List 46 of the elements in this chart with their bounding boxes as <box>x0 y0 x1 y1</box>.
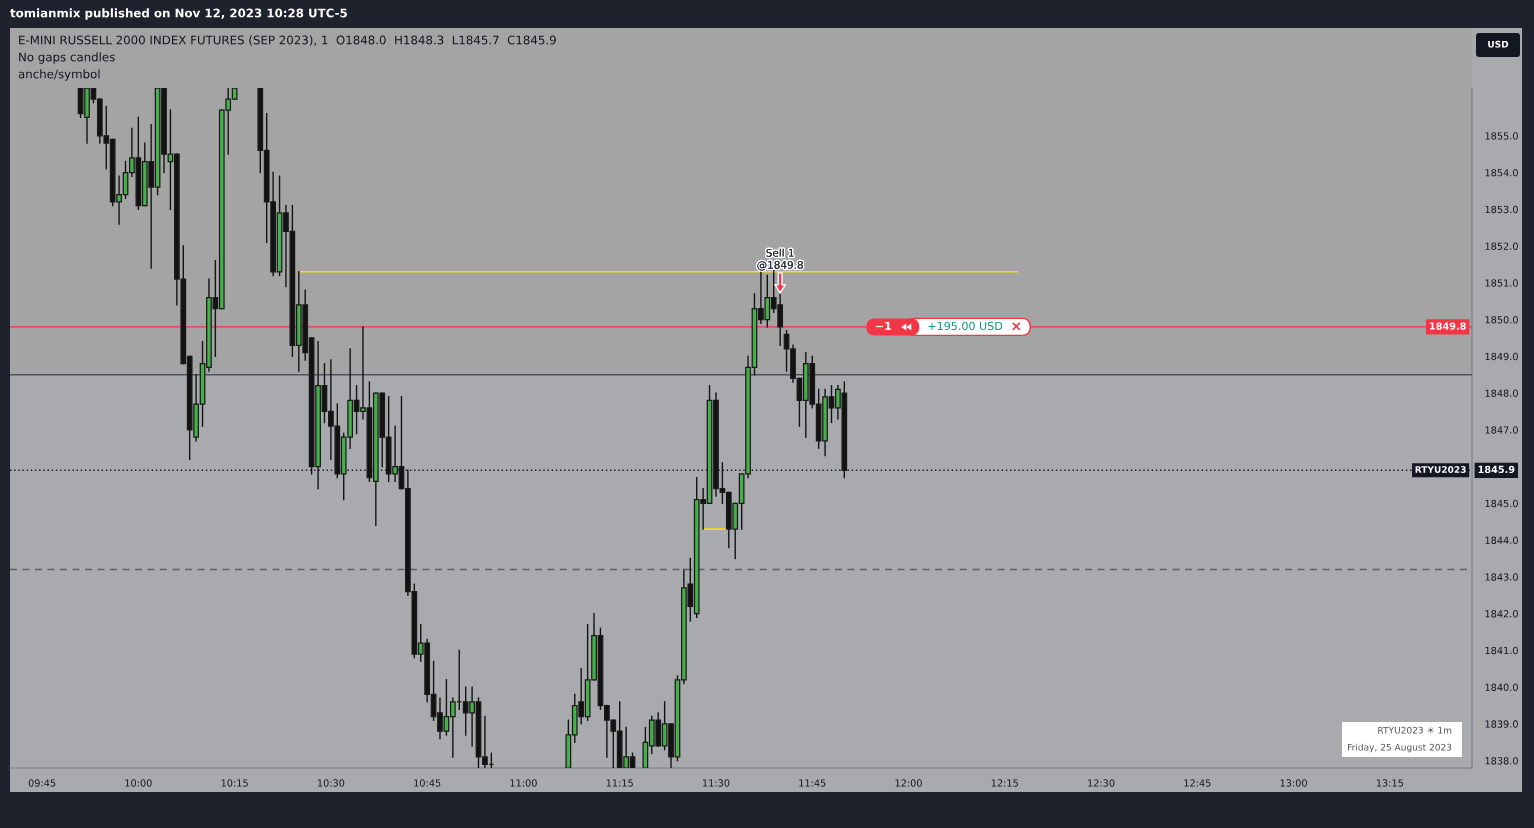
x-tick-label: 10:00 <box>125 779 152 787</box>
annotation: −1 <box>875 321 892 330</box>
x-tick-label: 11:00 <box>510 779 537 787</box>
annotation: × <box>1012 322 1021 331</box>
annotation: +195.00 USD <box>928 321 1003 331</box>
y-tick-label: 1852.0 <box>1485 242 1518 250</box>
annotation: Sell 1 @1849.8 <box>757 248 803 271</box>
text: No gaps candles <box>19 52 115 64</box>
y-tick-label: 1855.0 <box>1485 132 1518 140</box>
y-tick-label: 1848.0 <box>1485 389 1518 397</box>
x-tick-label: 12:45 <box>1184 779 1211 787</box>
y-tick-label: 1838.0 <box>1485 757 1518 765</box>
x-tick-label: 12:30 <box>1088 779 1115 787</box>
x-tick-label: 11:45 <box>799 779 826 787</box>
y-tick-label: 1844.0 <box>1485 536 1518 544</box>
y-tick-label: 1845.0 <box>1485 499 1518 508</box>
y-tick-label: 1850.0 <box>1485 316 1518 324</box>
x-tick-label: 09:45 <box>28 779 56 787</box>
text: USD <box>1488 40 1509 48</box>
y-tick-label: 1851.0 <box>1485 279 1518 287</box>
y-tick-label: 1839.0 <box>1485 720 1518 728</box>
ref-line-label: 1849.8 <box>1430 322 1466 330</box>
x-tick-label: 12:15 <box>991 779 1018 787</box>
annotation: Friday, 25 August 2023 <box>1347 743 1452 753</box>
x-tick-label: 13:15 <box>1376 779 1404 787</box>
text: tomianmix published on Nov 12, 2023 10:28 UTC-5 <box>10 8 347 20</box>
x-tick-label: 11:15 <box>606 779 633 787</box>
y-tick-label: 1847.0 <box>1485 426 1518 434</box>
annotation: RTYU2023 ☀ 1m <box>1378 726 1452 734</box>
x-tick-label: 12:00 <box>895 779 922 787</box>
x-tick-label: 10:15 <box>221 779 248 787</box>
annotation: RTYU2023 <box>1415 466 1466 473</box>
y-tick-label: 1842.0 <box>1485 610 1518 618</box>
y-tick-label: 1840.0 <box>1485 683 1518 691</box>
y-tick-label: 1849.0 <box>1485 352 1518 361</box>
y-tick-label: 1854.0 <box>1485 169 1518 177</box>
x-tick-label: 10:45 <box>414 779 441 787</box>
x-tick-label: 11:30 <box>703 779 730 787</box>
ref-line-label: 1845.9 <box>1478 465 1515 474</box>
x-tick-label: 10:30 <box>317 779 345 787</box>
y-tick-label: 1853.0 <box>1485 205 1518 214</box>
text: anche/symbol <box>18 69 100 81</box>
y-tick-label: 1843.0 <box>1485 573 1518 581</box>
y-tick-label: 1841.0 <box>1485 646 1518 655</box>
chart-title: E-MINI RUSSELL 2000 INDEX FUTURES (SEP 2023), 1 O1848.0 H1848.3 L1845.7 C1845.9 <box>19 35 556 46</box>
x-tick-label: 13:00 <box>1280 779 1307 787</box>
